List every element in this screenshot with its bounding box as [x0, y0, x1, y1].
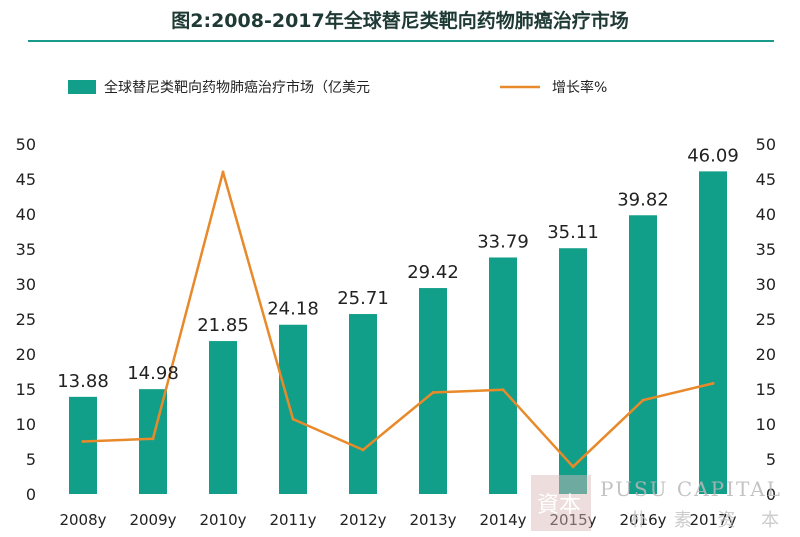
legend-line-label: 增长率%	[552, 79, 607, 96]
data-label-2015y: 35.11	[547, 222, 599, 243]
chart-title: 图2:2008-2017年全球替尼类靶向药物肺癌治疗市场	[171, 10, 629, 32]
data-label-2017y: 46.09	[687, 145, 739, 166]
data-label-2014y: 33.79	[477, 231, 529, 252]
x-tick-2013y: 2013y	[409, 511, 456, 529]
x-tick-2017y: 2017y	[689, 511, 736, 529]
data-label-2011y: 24.18	[267, 299, 319, 320]
bar-2011y	[279, 324, 307, 494]
y-left-tick-40: 40	[16, 205, 36, 224]
data-label-2013y: 29.42	[407, 262, 459, 283]
growth-point-2013y	[431, 391, 435, 394]
growth-point-2010y	[221, 170, 225, 174]
growth-point-2012y	[361, 448, 365, 452]
x-tick-2016y: 2016y	[619, 511, 666, 529]
y-right-tick-45: 45	[756, 170, 776, 189]
y-left-tick-0: 0	[26, 485, 36, 504]
data-label-2016y: 39.82	[617, 189, 669, 210]
bar-2012y	[349, 314, 377, 494]
data-label-2009y: 14.98	[127, 363, 179, 384]
y-right-tick-5: 5	[766, 450, 776, 469]
watermark-sub: 朴 素 资 本	[630, 510, 789, 531]
y-right-tick-30: 30	[756, 275, 776, 294]
watermark-logo-box	[531, 475, 591, 531]
title-divider	[28, 40, 774, 42]
y-right-tick-40: 40	[756, 205, 776, 224]
legend-bar-swatch	[68, 80, 96, 94]
x-tick-2010y: 2010y	[199, 511, 246, 529]
x-tick-2014y: 2014y	[479, 511, 526, 529]
bar-2016y	[629, 215, 657, 494]
y-left-tick-45: 45	[16, 170, 36, 189]
y-right-tick-15: 15	[756, 380, 776, 399]
watermark: 資本 PUSU CAPITAL 朴 素 资 本	[531, 475, 789, 531]
growth-point-2017y	[711, 381, 715, 385]
y-left-tick-10: 10	[16, 415, 36, 434]
growth-point-2016y	[641, 398, 645, 402]
x-tick-2009y: 2009y	[129, 511, 176, 529]
y-right-tick-0: 0	[766, 485, 776, 504]
growth-rate-line	[82, 170, 714, 468]
bar-2008y	[69, 396, 97, 494]
y-right-tick-25: 25	[756, 310, 776, 329]
x-tick-2008y: 2008y	[59, 511, 106, 529]
data-label-2008y: 13.88	[57, 371, 109, 392]
x-tick-2012y: 2012y	[339, 511, 386, 529]
y-left-tick-25: 25	[16, 310, 36, 329]
y-left-tick-50: 50	[16, 135, 36, 154]
watermark-text: PUSU CAPITAL	[600, 477, 782, 501]
watermark-logo: 資本	[537, 493, 581, 518]
bar-2017y	[699, 171, 727, 494]
y-left-tick-5: 5	[26, 450, 36, 469]
legend-bar-label: 全球替尼类靶向药物肺癌治疗市场（亿美元	[104, 79, 370, 96]
data-label-2012y: 25.71	[337, 288, 389, 309]
y-left-tick-35: 35	[16, 240, 36, 259]
y-right-tick-50: 50	[756, 135, 776, 154]
data-label-2010y: 21.85	[197, 315, 249, 336]
y-left-tick-15: 15	[16, 380, 36, 399]
bar-2015y	[559, 248, 587, 494]
y-right-tick-35: 35	[756, 240, 776, 259]
growth-point-2009y	[151, 437, 155, 441]
bar-2010y	[209, 341, 237, 494]
growth-point-2014y	[501, 388, 505, 392]
bar-2014y	[489, 257, 517, 494]
x-tick-2011y: 2011y	[269, 511, 316, 529]
growth-point-2015y	[571, 465, 575, 469]
y-right-tick-10: 10	[756, 415, 776, 434]
x-tick-2015y: 2015y	[549, 511, 596, 529]
growth-point-2008y	[81, 440, 85, 443]
y-right-tick-20: 20	[756, 345, 776, 364]
y-left-tick-20: 20	[16, 345, 36, 364]
growth-point-2011y	[291, 417, 295, 421]
y-left-tick-30: 30	[16, 275, 36, 294]
